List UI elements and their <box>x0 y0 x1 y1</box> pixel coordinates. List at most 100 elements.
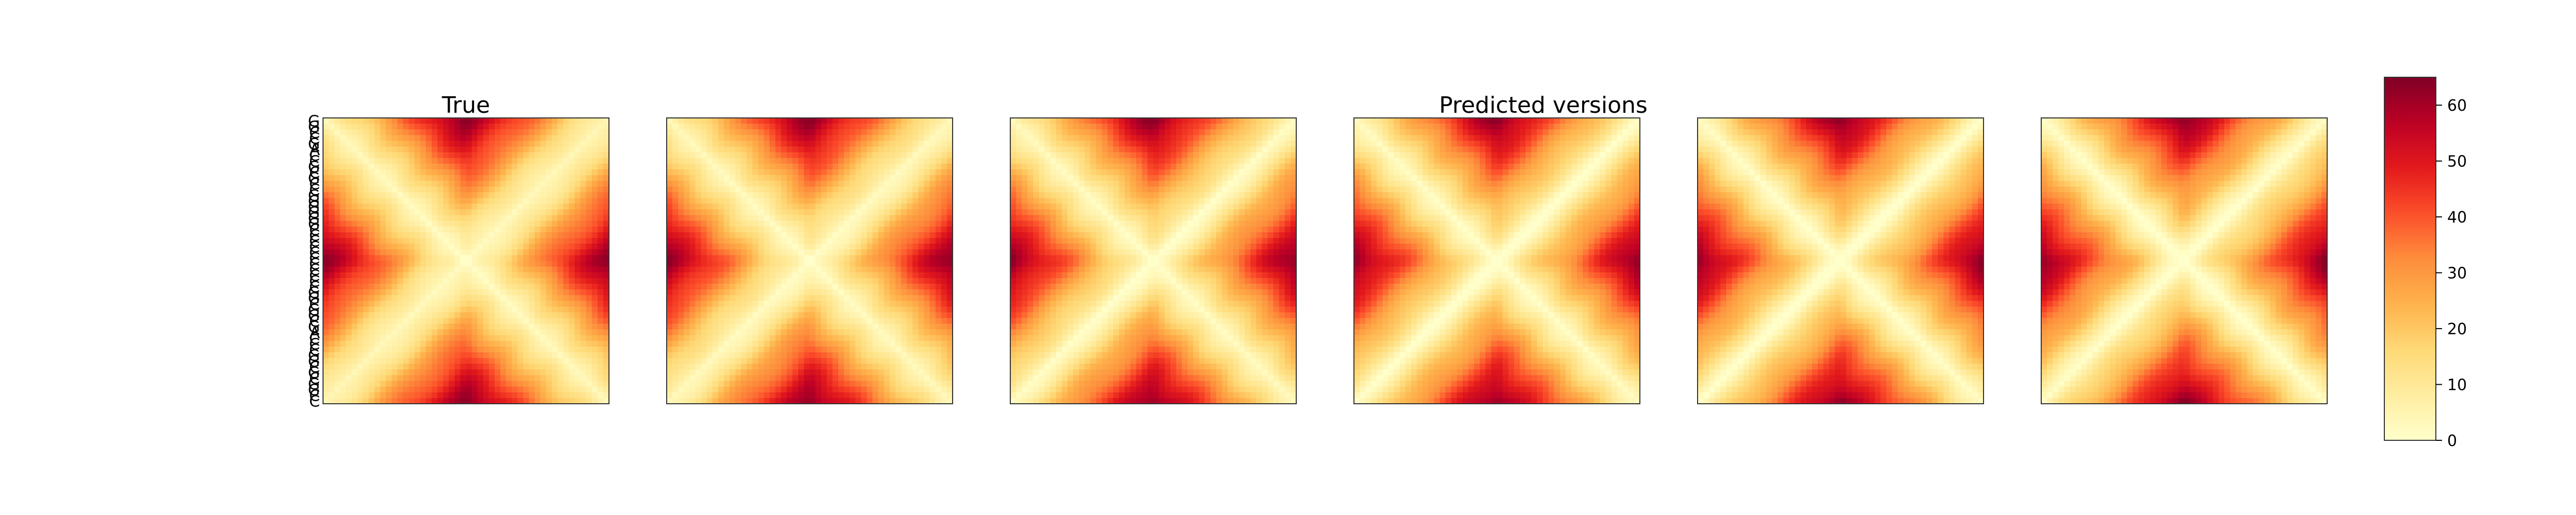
heatmap-cell <box>534 398 541 404</box>
heatmap-cell <box>730 220 736 227</box>
heatmap-cell <box>798 198 804 204</box>
heatmap-cell <box>483 358 489 364</box>
heatmap-cell <box>941 163 947 170</box>
heatmap-cell <box>724 209 730 216</box>
heatmap-cell <box>826 255 833 262</box>
heatmap-cell <box>747 163 753 170</box>
heatmap-cell <box>724 375 730 382</box>
heatmap-cell <box>340 278 346 284</box>
heatmap-cell <box>832 186 839 193</box>
heatmap-cell <box>781 283 787 290</box>
heatmap-cell <box>466 272 472 279</box>
heatmap-cell <box>437 232 444 238</box>
heatmap-cell <box>586 255 592 262</box>
heatmap-cell <box>534 272 541 279</box>
heatmap-cell <box>603 158 609 164</box>
heatmap-cell <box>798 163 804 170</box>
heatmap-cell <box>517 347 524 353</box>
heatmap-cell <box>334 124 341 130</box>
heatmap-cell <box>569 358 575 364</box>
heatmap-cell <box>826 266 833 273</box>
heatmap-cell <box>787 238 793 244</box>
heatmap-cell <box>574 255 581 262</box>
heatmap-cell <box>769 347 776 353</box>
heatmap-cell <box>414 215 421 221</box>
heatmap-cell <box>946 226 953 233</box>
heatmap-cell <box>449 381 455 387</box>
heatmap-cell <box>414 312 421 319</box>
heatmap-cell <box>821 146 827 153</box>
heatmap-cell <box>884 249 890 255</box>
heatmap-cell <box>323 272 329 279</box>
heatmap-cell <box>574 146 581 153</box>
heatmap-cell <box>540 220 547 227</box>
heatmap-cell <box>552 323 558 330</box>
heatmap-cell <box>557 181 564 187</box>
heatmap-cell <box>895 347 902 353</box>
heatmap-cell <box>329 163 335 170</box>
heatmap-cell <box>403 261 410 267</box>
heatmap-cell <box>804 175 810 181</box>
heatmap-cell <box>895 369 902 376</box>
heatmap-cell <box>563 266 569 273</box>
heatmap-cell <box>346 232 352 238</box>
heatmap-cell <box>409 398 415 404</box>
heatmap-cell <box>420 278 427 284</box>
heatmap-cell <box>735 158 741 164</box>
heatmap-cell <box>895 232 902 238</box>
heatmap-cell <box>557 249 564 255</box>
heatmap-cell <box>495 124 501 130</box>
heatmap-cell <box>495 152 501 159</box>
heatmap-cell <box>374 312 381 319</box>
heatmap-cell <box>460 232 467 238</box>
heatmap-cell <box>557 323 564 330</box>
heatmap-cell <box>775 238 782 244</box>
heatmap-cell <box>901 181 907 187</box>
heatmap-cell <box>363 335 369 341</box>
heatmap-cell <box>334 192 341 198</box>
heatmap-cell <box>357 255 364 262</box>
heatmap-cell <box>929 375 936 382</box>
heatmap-cell <box>603 249 609 255</box>
heatmap-cell <box>420 192 427 198</box>
heatmap-cell <box>758 392 765 399</box>
heatmap-cell <box>420 347 427 353</box>
heatmap-cell <box>775 340 782 347</box>
heatmap-cell <box>323 340 329 347</box>
heatmap-cell <box>512 340 518 347</box>
heatmap-cell <box>741 198 747 204</box>
heatmap-cell <box>563 255 569 262</box>
heatmap-cell <box>323 129 329 135</box>
heatmap-cell <box>769 146 776 153</box>
heatmap-cell <box>557 192 564 198</box>
heatmap-cell <box>460 352 467 358</box>
heatmap-cell <box>409 203 415 210</box>
heatmap-cell <box>597 146 604 153</box>
heatmap-cell <box>323 238 329 244</box>
heatmap-cell <box>340 329 346 336</box>
heatmap-cell <box>758 352 765 358</box>
heatmap-cell <box>809 163 816 170</box>
heatmap-cell <box>804 278 810 284</box>
heatmap-cell <box>466 364 472 370</box>
heatmap-cell <box>357 198 364 204</box>
heatmap-cell <box>815 392 822 399</box>
heatmap-cell <box>351 135 358 141</box>
heatmap-cell <box>672 124 679 130</box>
heatmap-cell <box>832 152 839 159</box>
heatmap-cell <box>712 129 719 135</box>
heatmap-cell <box>872 381 879 387</box>
heatmap-cell <box>363 209 369 216</box>
heatmap-cell <box>380 209 386 216</box>
heatmap-cell <box>747 295 753 301</box>
heatmap-cell <box>826 232 833 238</box>
heatmap-cell <box>912 203 919 210</box>
heatmap-cell <box>821 158 827 164</box>
heatmap-cell <box>815 220 822 227</box>
heatmap-cell <box>850 318 856 324</box>
heatmap-cell <box>924 203 930 210</box>
heatmap-cell <box>363 192 369 198</box>
heatmap-cell <box>912 192 919 198</box>
heatmap-cell <box>689 381 696 387</box>
heatmap-cell <box>323 301 329 307</box>
